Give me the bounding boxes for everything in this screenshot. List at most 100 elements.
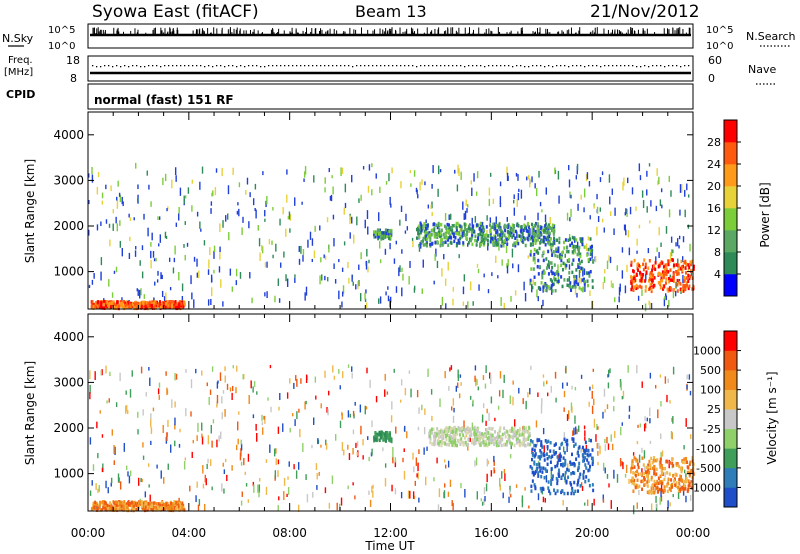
echo-point	[527, 231, 530, 239]
feature-echo	[488, 426, 491, 431]
echo-point	[333, 263, 335, 269]
echo-point	[251, 297, 253, 304]
feature-echo	[161, 301, 164, 305]
echo-point	[287, 487, 290, 495]
echo-point	[351, 174, 353, 183]
echo-point	[627, 177, 629, 184]
echo-point	[630, 466, 632, 474]
echo-point	[635, 206, 637, 211]
echo-point	[561, 382, 564, 389]
nave-dot	[316, 65, 318, 67]
nave-dot	[176, 65, 178, 67]
feature-echo	[473, 442, 476, 446]
echo-point	[603, 388, 606, 397]
echo-point	[609, 256, 612, 264]
feature-echo	[477, 434, 480, 438]
colorbar-segment	[724, 467, 737, 488]
echo-point	[96, 421, 98, 429]
feature-echo	[552, 241, 555, 245]
feature-echo	[689, 260, 692, 265]
feature-echo	[423, 235, 426, 239]
feature-echo	[474, 441, 477, 445]
echo-point	[375, 395, 378, 403]
feature-echo	[464, 223, 467, 227]
feature-echo	[648, 277, 651, 281]
feature-echo	[547, 439, 550, 444]
feature-echo	[548, 242, 551, 246]
feature-echo	[685, 456, 688, 461]
echo-point	[537, 212, 539, 221]
echo-point	[115, 402, 118, 408]
feature-echo	[373, 232, 376, 236]
echo-point	[415, 457, 418, 467]
colorbar-segment	[724, 487, 737, 508]
echo-point	[124, 405, 127, 414]
echo-point	[424, 181, 426, 186]
feature-echo	[120, 504, 123, 509]
feature-echo	[106, 303, 109, 307]
colorbar-segment	[724, 331, 737, 351]
echo-point	[438, 488, 441, 498]
feature-echo	[416, 226, 419, 231]
feature-echo	[382, 231, 385, 235]
feature-echo	[153, 301, 156, 305]
feature-echo	[443, 428, 446, 432]
power-ylabel: Slant Range [km]	[23, 159, 37, 263]
feature-echo	[151, 300, 154, 304]
echo-point	[597, 450, 599, 456]
feature-echo	[684, 266, 687, 270]
feature-echo	[507, 229, 510, 234]
echo-point	[311, 444, 313, 449]
echo-point	[433, 280, 435, 285]
feature-echo	[128, 501, 131, 506]
echo-point	[498, 390, 501, 397]
feature-echo	[687, 273, 690, 278]
feature-echo	[505, 224, 508, 229]
echo-point	[407, 490, 410, 499]
feature-echo	[672, 288, 675, 292]
feature-echo	[541, 470, 544, 474]
echo-point	[661, 204, 663, 209]
echo-point	[611, 188, 614, 195]
echo-point	[226, 383, 229, 390]
feature-echo	[571, 235, 574, 240]
echo-point	[566, 212, 569, 221]
nave-dot	[668, 65, 670, 67]
feature-echo	[458, 433, 461, 437]
feature-echo	[582, 469, 585, 474]
feature-echo	[551, 228, 554, 233]
feature-echo	[557, 246, 560, 250]
feature-echo	[121, 304, 124, 309]
echo-point	[91, 174, 94, 183]
echo-point	[589, 386, 591, 391]
feature-echo	[381, 434, 384, 438]
feature-echo	[123, 299, 126, 304]
echo-point	[646, 189, 648, 196]
feature-echo	[508, 225, 511, 229]
echo-point	[636, 238, 638, 246]
feature-echo	[124, 301, 127, 305]
feature-echo	[536, 224, 539, 229]
echo-point	[212, 419, 215, 424]
feature-echo	[136, 306, 139, 311]
feature-echo	[677, 280, 680, 285]
feature-echo	[447, 227, 450, 231]
nave-dot	[660, 65, 662, 67]
feature-echo	[672, 473, 675, 478]
echo-point	[669, 274, 671, 278]
echo-point	[614, 431, 616, 438]
echo-point	[137, 429, 139, 435]
feature-echo	[466, 231, 469, 236]
feature-echo	[157, 502, 160, 506]
feature-echo	[540, 440, 543, 444]
feature-echo	[565, 480, 568, 485]
feature-echo	[482, 225, 485, 229]
feature-echo	[521, 432, 524, 437]
echo-point	[676, 238, 679, 247]
echo-point	[391, 484, 393, 492]
echo-point	[632, 452, 635, 456]
feature-echo	[479, 232, 482, 237]
xaxis-title: Time UT	[364, 539, 415, 553]
feature-echo	[630, 263, 633, 267]
